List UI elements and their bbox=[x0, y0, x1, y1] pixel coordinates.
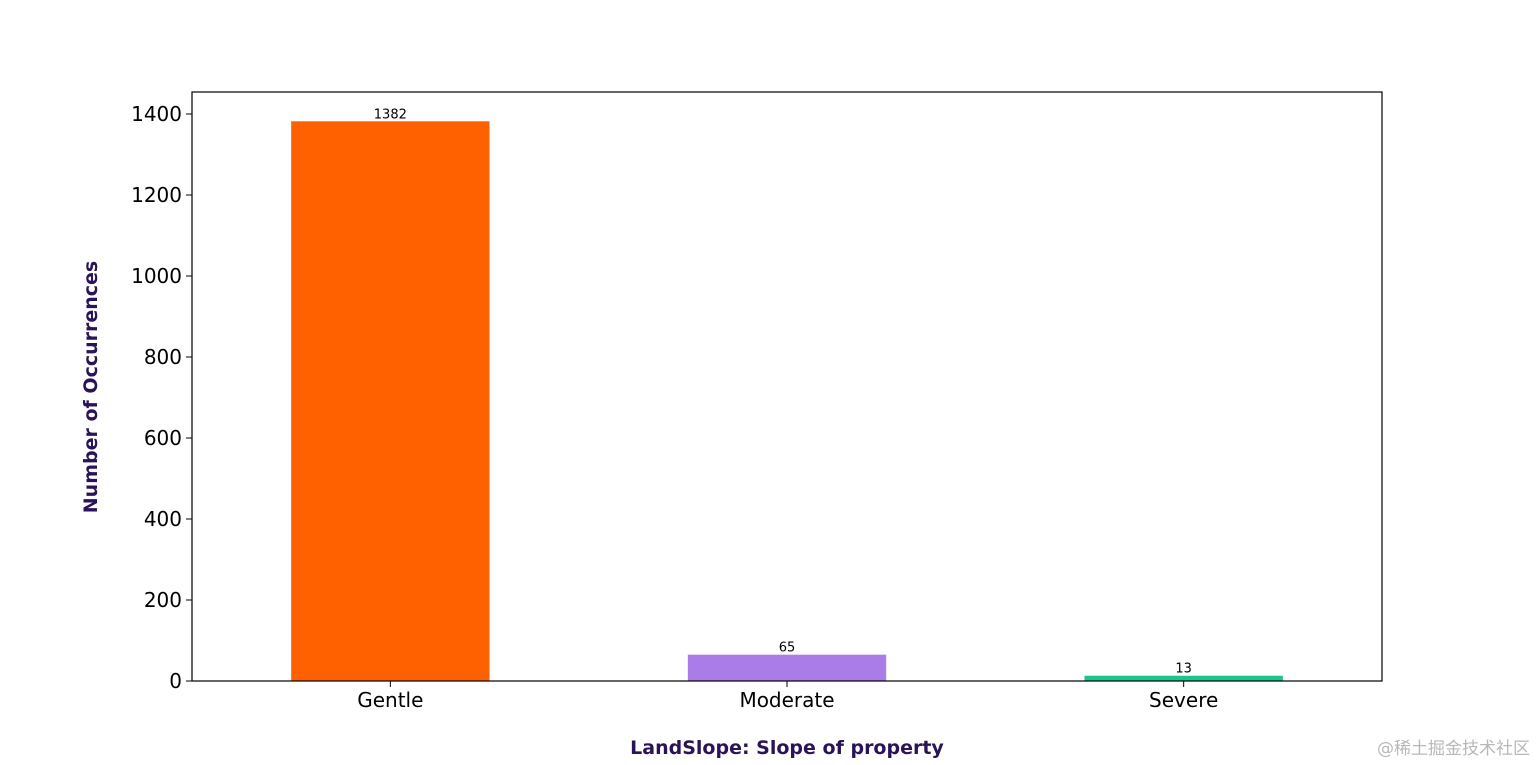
bar-severe bbox=[1084, 675, 1283, 681]
x-tick-label-gentle: Gentle bbox=[357, 688, 423, 712]
data-label-moderate: 65 bbox=[779, 641, 796, 656]
x-axis-title: LandSlope: Slope of property bbox=[630, 737, 944, 759]
data-label-severe: 13 bbox=[1175, 662, 1192, 677]
y-tick-label: 1400 bbox=[131, 102, 182, 126]
data-label-gentle: 1382 bbox=[374, 107, 407, 122]
y-tick-label: 400 bbox=[144, 507, 182, 531]
x-axis-ticks: Gentle Moderate Severe bbox=[357, 681, 1218, 712]
watermark-text: @稀土掘金技术社区 bbox=[1377, 739, 1530, 759]
y-axis-title: Number of Occurrences bbox=[80, 261, 102, 513]
x-tick-label-moderate: Moderate bbox=[739, 688, 834, 712]
y-tick-label: 600 bbox=[144, 426, 182, 450]
y-axis-ticks: 0 200 400 600 800 1000 1200 1400 bbox=[131, 102, 192, 693]
y-tick-label: 1200 bbox=[131, 183, 182, 207]
bar-gentle bbox=[291, 121, 490, 682]
y-tick-label: 0 bbox=[169, 669, 182, 693]
bars-group bbox=[291, 121, 1283, 682]
bar-moderate bbox=[687, 654, 887, 681]
y-tick-label: 800 bbox=[144, 345, 182, 369]
y-tick-label: 1000 bbox=[131, 264, 182, 288]
y-tick-label: 200 bbox=[144, 588, 182, 612]
x-tick-label-severe: Severe bbox=[1149, 688, 1218, 712]
data-labels-group: 1382 65 13 bbox=[374, 107, 1192, 676]
